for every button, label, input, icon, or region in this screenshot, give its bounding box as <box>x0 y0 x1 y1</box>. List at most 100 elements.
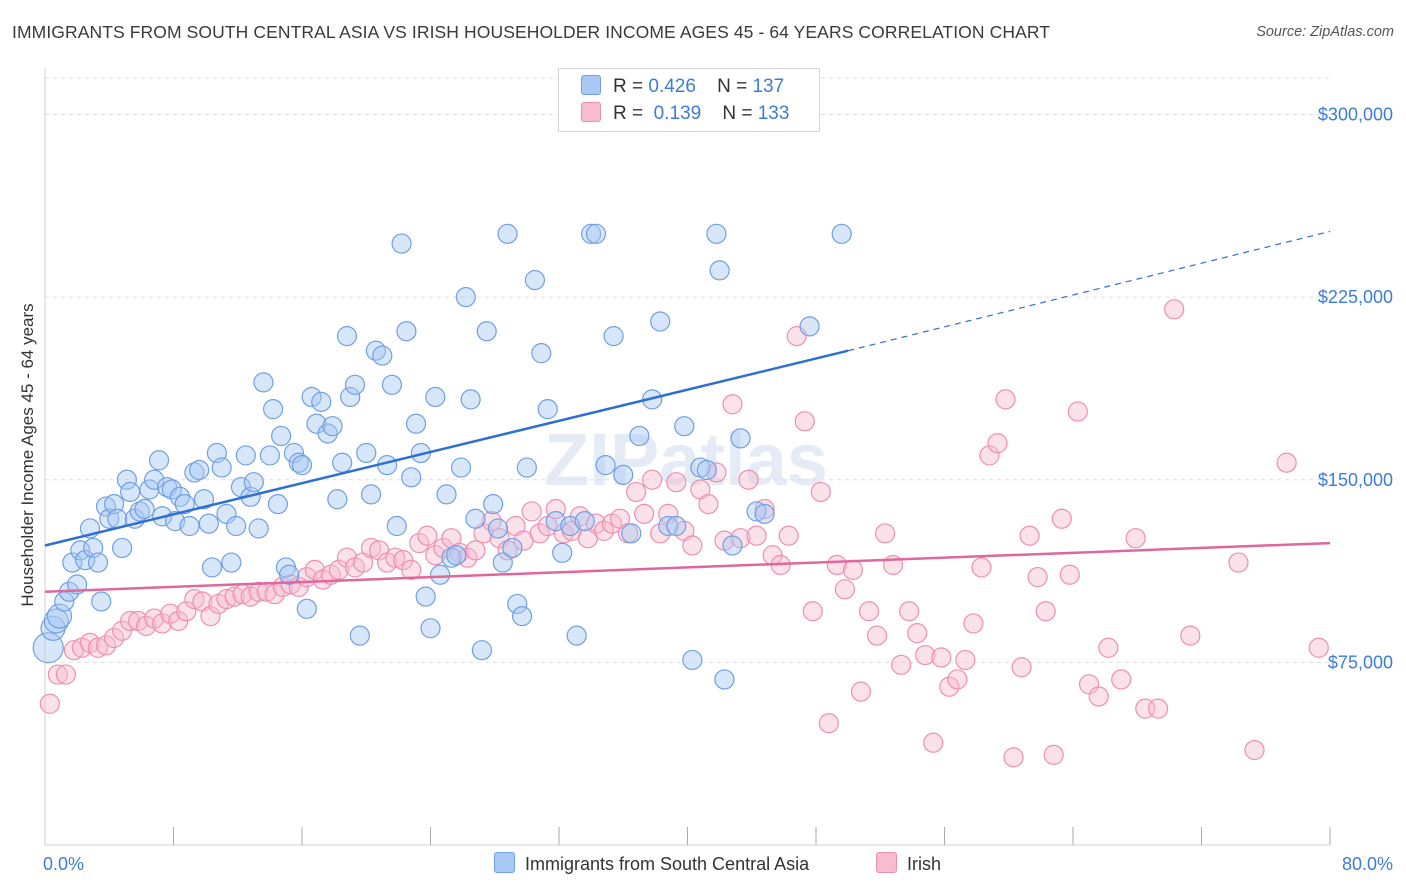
blue-trend-extension <box>847 230 1331 352</box>
south-central-asia-point <box>344 374 366 395</box>
south-central-asia-point <box>336 326 358 347</box>
south-central-asia-point <box>248 518 269 539</box>
south-central-asia-point <box>471 640 492 661</box>
south-central-asia-point <box>613 464 634 485</box>
south-central-asia-point <box>139 479 160 500</box>
south-central-asia-point <box>502 537 523 559</box>
south-central-asia-point <box>372 345 393 366</box>
south-central-asia-point <box>356 442 377 464</box>
south-central-asia-point <box>405 413 427 434</box>
y-tick-label: $300,000 <box>1318 105 1393 125</box>
irish-point <box>1148 698 1169 719</box>
south-central-asia-point <box>243 472 264 493</box>
irish-point <box>634 503 655 524</box>
irish-point <box>593 520 615 541</box>
south-central-asia-point <box>322 416 343 437</box>
irish-point <box>971 557 992 578</box>
legend-n-value: 133 <box>757 103 790 124</box>
irish-point <box>224 586 245 607</box>
south-central-asia-point <box>396 321 417 342</box>
irish-point <box>529 523 550 544</box>
south-central-asia-point <box>714 669 735 690</box>
south-central-asia-point <box>524 269 546 291</box>
irish-point <box>184 588 205 610</box>
south-central-asia-point <box>189 459 210 481</box>
south-central-asia-point <box>487 518 509 539</box>
irish-point <box>778 525 799 546</box>
irish-point <box>248 581 269 602</box>
south-central-asia-point <box>722 535 743 556</box>
irish-point <box>417 525 438 546</box>
irish-point <box>826 554 847 576</box>
south-central-asia-point <box>296 598 317 619</box>
south-central-asia-point <box>446 545 467 566</box>
south-central-asia-point <box>327 489 348 510</box>
south-central-asia-point <box>211 457 232 478</box>
legend-row-blue: R = 0.426 N = 137 <box>581 75 784 99</box>
south-central-asia-point <box>193 489 215 510</box>
bottom-legend-swatch-pink <box>876 852 897 873</box>
south-central-asia-point <box>581 223 602 244</box>
south-central-asia-point <box>621 523 642 544</box>
bottom-legend-label-pink: Irish <box>907 854 942 874</box>
south-central-asia-point <box>460 389 481 410</box>
irish-point <box>746 525 767 546</box>
south-central-asia-point <box>476 321 497 342</box>
south-central-asia-point <box>267 494 289 515</box>
irish-point <box>738 469 759 490</box>
south-central-asia-point <box>87 552 109 573</box>
irish-point <box>1276 452 1297 473</box>
legend-swatch-pink <box>581 102 601 122</box>
irish-point <box>850 681 872 702</box>
south-central-asia-point <box>401 467 422 488</box>
bottom-legend-label-blue: Immigrants from South Central Asia <box>525 854 810 874</box>
bottom-legend-item-blue: Immigrants from South Central Asia <box>494 852 809 875</box>
south-central-asia-point <box>420 618 441 639</box>
south-central-asia-point <box>706 223 727 244</box>
irish-point <box>1244 739 1265 761</box>
south-central-asia-point <box>349 625 370 646</box>
south-central-asia-point <box>754 503 775 524</box>
irish-point <box>810 481 831 503</box>
south-central-asia-point <box>253 372 274 393</box>
south-central-asia-point <box>288 452 309 473</box>
irish-point <box>642 469 663 490</box>
irish-point <box>264 584 285 605</box>
irish-points <box>39 299 1329 768</box>
south-central-asia-point <box>120 481 141 503</box>
legend-n-label: N = <box>717 76 748 97</box>
irish-point <box>987 433 1008 454</box>
south-central-asia-point <box>111 537 133 559</box>
irish-point <box>939 676 960 697</box>
south-central-asia-point <box>585 223 607 244</box>
south-central-asia-point <box>360 484 382 505</box>
irish-point <box>1164 299 1185 320</box>
bottom-legend-swatch-blue <box>494 852 515 873</box>
south-central-asia-point <box>134 498 155 520</box>
irish-point <box>899 601 920 622</box>
south-central-asia-point <box>696 459 717 481</box>
south-central-asia-point <box>450 457 472 478</box>
south-central-asia-point <box>46 603 73 629</box>
south-central-asia-point <box>91 591 112 612</box>
irish-point <box>1051 508 1072 529</box>
irish-point <box>409 532 430 554</box>
irish-point <box>658 503 679 524</box>
irish-point <box>200 606 221 627</box>
irish-point <box>754 498 775 520</box>
south-central-asia-point <box>62 552 83 573</box>
legend-row-pink: R = 0.139 N = 133 <box>581 102 789 126</box>
irish-point <box>858 601 880 622</box>
irish-point <box>425 545 446 566</box>
x-tick-label: 80.0% <box>1342 854 1393 874</box>
south-central-asia-point <box>332 452 353 473</box>
blue-trend-line <box>44 349 849 547</box>
south-central-asia-point <box>198 513 219 534</box>
south-central-asia-point <box>650 311 671 332</box>
y-tick-label: $225,000 <box>1318 287 1393 307</box>
legend-r-label: R = <box>613 76 644 97</box>
irish-point <box>955 649 976 671</box>
south-central-asia-point <box>674 416 695 437</box>
south-central-asia-point <box>259 445 280 466</box>
south-central-asia-point <box>391 233 412 254</box>
